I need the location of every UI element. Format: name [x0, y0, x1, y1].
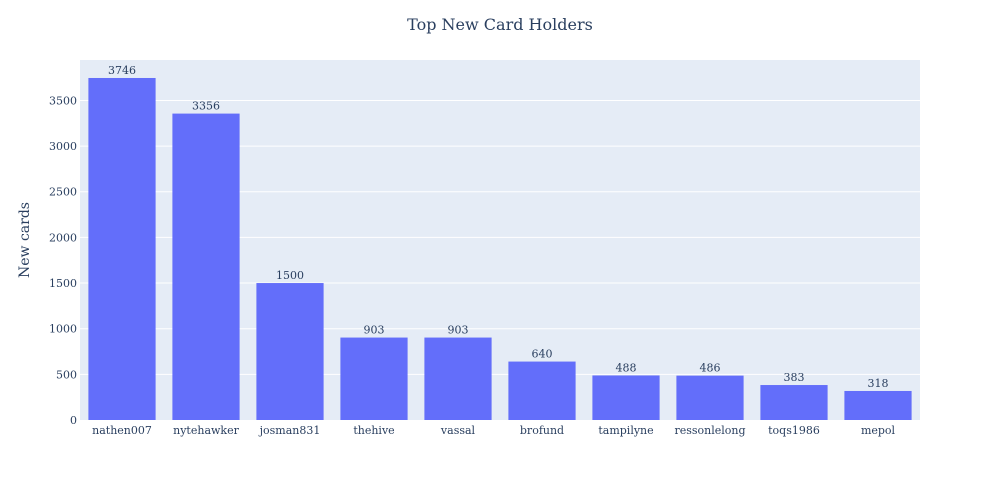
- bar-value-label: 3356: [192, 100, 220, 113]
- bar-value-label: 318: [868, 377, 889, 390]
- x-tick-label: brofund: [520, 424, 564, 437]
- x-tick-label: nathen007: [92, 424, 152, 437]
- bar-nytehawker: [172, 113, 240, 420]
- bar-mepol: [844, 390, 912, 420]
- x-axis-ticks: nathen007 nytehawker josman831 thehive vassa…: [92, 424, 895, 437]
- y-tick-label: 500: [56, 368, 77, 381]
- bar-josman831: [256, 283, 324, 420]
- y-tick-label: 1000: [49, 323, 77, 336]
- bar-value-label: 3746: [108, 64, 136, 77]
- bar-labels: 3746 3356 1500 903 903 640 488 486 383 318: [108, 64, 889, 390]
- y-axis-title: New cards: [17, 202, 33, 278]
- bar-value-label: 903: [364, 324, 385, 337]
- x-tick-label: tampilyne: [598, 424, 653, 437]
- bar-thehive: [340, 337, 408, 420]
- x-tick-label: vassal: [440, 424, 476, 437]
- bar-value-label: 640: [532, 348, 553, 361]
- y-tick-label: 3000: [49, 140, 77, 153]
- y-tick-label: 1500: [49, 277, 77, 290]
- bar-value-label: 903: [448, 324, 469, 337]
- y-tick-label: 2000: [49, 231, 77, 244]
- bar-vassal: [424, 337, 492, 420]
- x-tick-label: thehive: [353, 424, 394, 437]
- bar-brofund: [508, 361, 576, 420]
- bar-value-label: 488: [616, 361, 637, 374]
- y-tick-label: 3500: [49, 94, 77, 107]
- bar-value-label: 486: [700, 362, 721, 375]
- bar-ressonlelong: [676, 375, 744, 420]
- bar-value-label: 1500: [276, 269, 304, 282]
- y-tick-label: 0: [70, 414, 77, 427]
- bar-value-label: 383: [784, 371, 805, 384]
- x-tick-label: ressonlelong: [674, 424, 745, 437]
- y-axis-ticks: 0 500 1000 1500 2000 2500 3000 3500: [49, 94, 77, 427]
- x-tick-label: toqs1986: [768, 424, 820, 437]
- bar-nathen007: [88, 77, 156, 421]
- x-tick-label: josman831: [258, 424, 321, 437]
- bar-toqs1986: [760, 385, 828, 420]
- bars: [88, 77, 912, 421]
- bar-tampilyne: [592, 375, 660, 420]
- x-tick-label: mepol: [861, 424, 896, 437]
- x-tick-label: nytehawker: [173, 424, 239, 437]
- chart-title: Top New Card Holders: [407, 15, 593, 34]
- y-tick-label: 2500: [49, 186, 77, 199]
